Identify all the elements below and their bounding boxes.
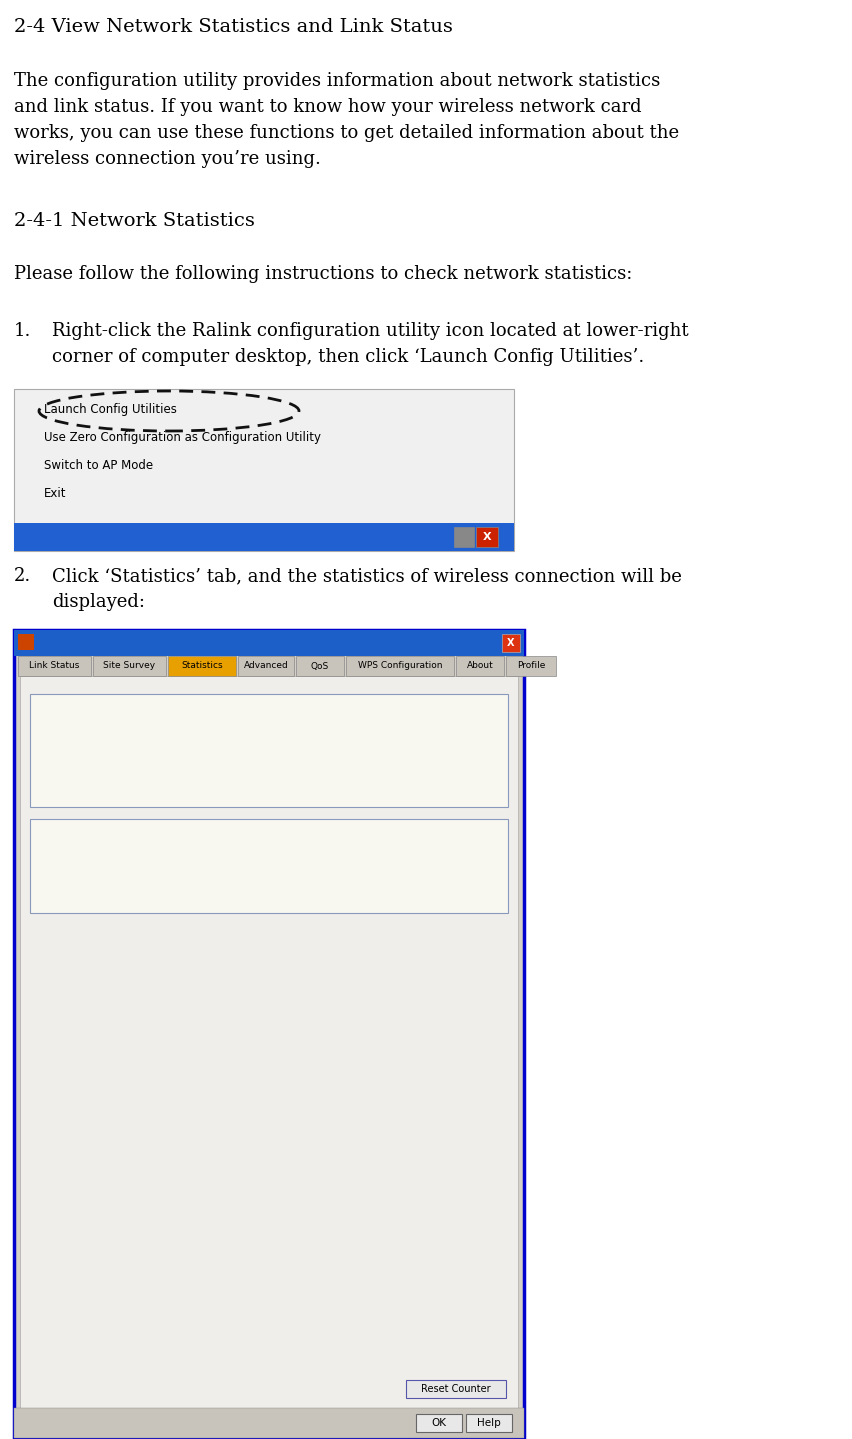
- Text: Click ‘Statistics’ tab, and the statistics of wireless connection will be: Click ‘Statistics’ tab, and the statisti…: [52, 567, 682, 586]
- Bar: [30, 819, 508, 912]
- Text: 4104: 4104: [470, 712, 494, 721]
- Bar: [416, 1415, 462, 1432]
- Bar: [20, 676, 518, 1407]
- Bar: [18, 635, 34, 650]
- Text: wireless connection you’re using.: wireless connection you’re using.: [14, 150, 321, 168]
- Text: •: •: [249, 763, 255, 771]
- Text: displayed:: displayed:: [52, 593, 145, 612]
- Text: Profile: Profile: [517, 662, 545, 671]
- Bar: [502, 635, 520, 652]
- Text: Launch Config Utilities: Launch Config Utilities: [44, 403, 177, 416]
- Text: WPS Configuration: WPS Configuration: [358, 662, 442, 671]
- Text: 0: 0: [488, 745, 494, 755]
- Text: •: •: [249, 730, 255, 738]
- Text: Site Survey: Site Survey: [103, 662, 155, 671]
- Text: OK: OK: [431, 1417, 446, 1427]
- Text: 19158: 19158: [464, 853, 494, 863]
- Text: •: •: [249, 837, 255, 846]
- Text: Duplicate Frames Received: Duplicate Frames Received: [42, 888, 171, 896]
- Text: Reset Counter: Reset Counter: [421, 1384, 491, 1394]
- Text: corner of computer desktop, then click ‘Launch Config Utilities’.: corner of computer desktop, then click ‘…: [52, 348, 644, 366]
- Bar: [454, 527, 474, 547]
- Bar: [30, 694, 508, 807]
- Text: Statistics: Statistics: [181, 662, 223, 671]
- Text: The configuration utility provides information about network statistics: The configuration utility provides infor…: [14, 72, 660, 91]
- Bar: [93, 656, 166, 676]
- Bar: [476, 527, 498, 547]
- Text: 2-4 View Network Statistics and Link Status: 2-4 View Network Statistics and Link Sta…: [14, 19, 453, 36]
- Bar: [18, 656, 91, 676]
- Bar: [506, 656, 556, 676]
- Text: Link Status: Link Status: [29, 662, 79, 671]
- Text: 2-4-1 Network Statistics: 2-4-1 Network Statistics: [14, 212, 255, 230]
- Text: Use Zero Configuration as Configuration Utility: Use Zero Configuration as Configuration …: [44, 432, 321, 445]
- Text: X: X: [483, 532, 492, 543]
- Text: 1.: 1.: [14, 322, 32, 340]
- Bar: [296, 656, 344, 676]
- Text: Right-click the Ralink configuration utility icon located at lower-right: Right-click the Ralink configuration uti…: [52, 322, 688, 340]
- Text: •: •: [249, 712, 255, 721]
- Bar: [14, 630, 524, 1438]
- Bar: [346, 656, 454, 676]
- Text: •: •: [249, 853, 255, 863]
- Text: RTS Frames Fail To Receive CTS: RTS Frames Fail To Receive CTS: [42, 763, 191, 771]
- Text: •: •: [249, 745, 255, 755]
- Text: About: About: [467, 662, 493, 671]
- Bar: [14, 522, 514, 551]
- Text: Frames Dropped Due To Out-of-Resource: Frames Dropped Due To Out-of-Resource: [42, 871, 234, 881]
- Bar: [14, 1407, 524, 1438]
- Text: •: •: [249, 871, 255, 881]
- Bar: [238, 656, 294, 676]
- Text: 424: 424: [476, 780, 494, 789]
- Text: QoS: QoS: [311, 662, 329, 671]
- Text: Exit: Exit: [44, 486, 66, 499]
- Text: Ralink Wireless Utility: Ralink Wireless Utility: [38, 636, 185, 649]
- Text: 0: 0: [488, 763, 494, 771]
- Text: 0: 0: [488, 871, 494, 881]
- Text: Frames Transmitted Successfully: Frames Transmitted Successfully: [42, 712, 198, 721]
- Text: 4: 4: [488, 730, 494, 738]
- Text: RTS Frames Successfully Receive CTS: RTS Frames Successfully Receive CTS: [42, 745, 221, 755]
- Bar: [456, 656, 504, 676]
- Text: Advanced: Advanced: [244, 662, 288, 671]
- Text: Transmit Statistics: Transmit Statistics: [38, 698, 141, 708]
- Text: Frames Received Successfully: Frames Received Successfully: [42, 837, 185, 846]
- Text: Frames Received With CRC Error: Frames Received With CRC Error: [42, 853, 196, 863]
- Text: 337: 337: [475, 837, 494, 846]
- Bar: [14, 389, 514, 551]
- Text: Please follow the following instructions to check network statistics:: Please follow the following instructions…: [14, 265, 632, 283]
- Text: and link status. If you want to know how your wireless network card: and link status. If you want to know how…: [14, 98, 642, 117]
- Text: Help: Help: [477, 1417, 501, 1427]
- Text: 2.: 2.: [14, 567, 32, 586]
- Text: Receive Statistics: Receive Statistics: [38, 823, 136, 833]
- Text: •: •: [249, 780, 255, 789]
- Bar: [466, 1415, 512, 1432]
- Text: Switch to AP Mode: Switch to AP Mode: [44, 459, 153, 472]
- Text: •: •: [249, 888, 255, 896]
- Text: 0: 0: [488, 888, 494, 896]
- Text: Frames Retransmitted Successfully: Frames Retransmitted Successfully: [42, 780, 210, 789]
- Bar: [168, 656, 236, 676]
- Text: X: X: [507, 637, 515, 648]
- Text: Frames Fail To Receive ACK After All Retries: Frames Fail To Receive ACK After All Ret…: [42, 730, 248, 738]
- Text: works, you can use these functions to get detailed information about the: works, you can use these functions to ge…: [14, 124, 679, 142]
- Bar: [406, 1380, 506, 1399]
- Bar: [14, 630, 524, 656]
